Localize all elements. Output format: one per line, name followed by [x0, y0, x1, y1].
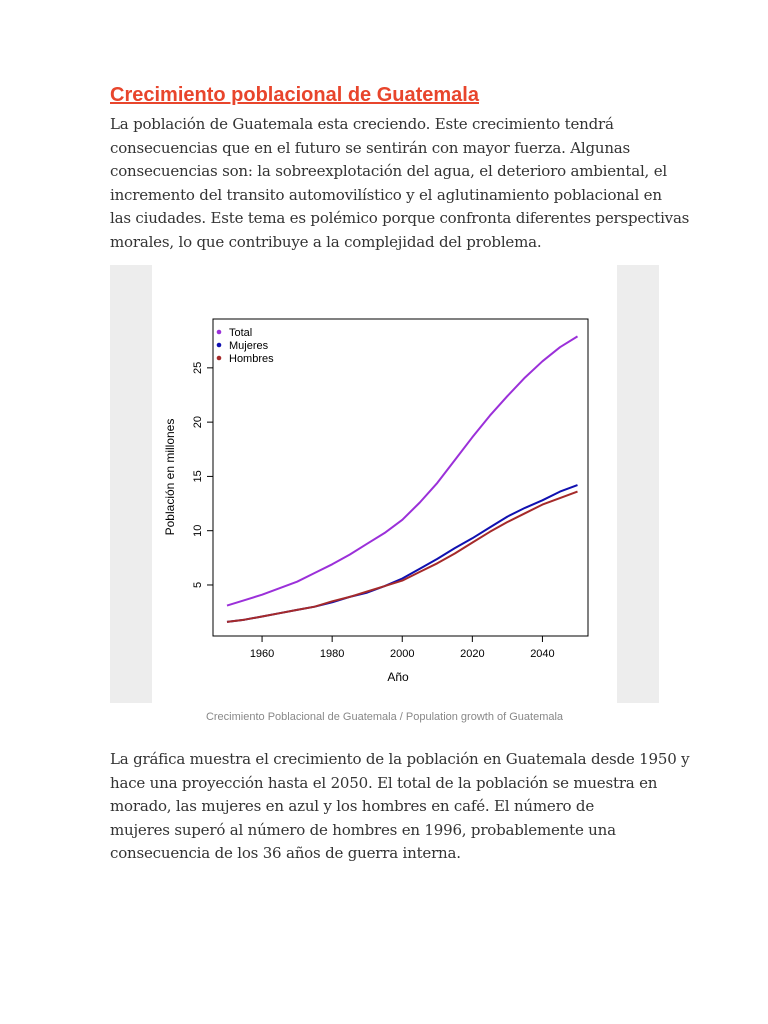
legend-label: Mujeres — [229, 340, 269, 352]
intro-line: las ciudades. Este tema es polémico porq… — [110, 209, 690, 227]
plot-frame — [212, 318, 589, 637]
x-tick-label: 2020 — [460, 648, 484, 660]
y-axis: 5 10 15 20 25 — [192, 362, 213, 588]
series-line-mujeres — [226, 484, 578, 623]
y-axis-label: Población en millones — [163, 419, 177, 536]
body-line: consecuencia de los 36 años de guerra in… — [110, 844, 461, 862]
x-tick-label: 2040 — [530, 648, 554, 660]
body-paragraph: La gráfica muestra el crecimiento de la … — [110, 748, 690, 866]
y-tick-label: 25 — [192, 362, 204, 374]
x-tick-label: 2000 — [390, 648, 414, 660]
legend-marker — [216, 329, 222, 335]
intro-line: consecuencias son: la sobreexplotación d… — [110, 162, 667, 180]
article-title[interactable]: Crecimiento poblacional de Guatemala — [110, 84, 479, 106]
y-tick-label: 10 — [192, 525, 204, 537]
intro-line: consecuencias que en el futuro se sentir… — [110, 138, 631, 157]
intro-paragraph: La población de Guatemala esta creciendo… — [110, 113, 690, 254]
figure-panel — [152, 265, 617, 703]
y-tick-label: 15 — [192, 470, 204, 482]
y-tick-label: 5 — [192, 582, 204, 588]
legend-label: Hombres — [229, 353, 274, 365]
series-line-total — [226, 335, 579, 607]
legend-marker — [216, 342, 222, 348]
x-tick-label: 1960 — [250, 648, 274, 660]
y-tick-label: 20 — [192, 416, 204, 428]
body-line: mujeres superó al número de hombres en 1… — [110, 820, 616, 839]
legend-marker — [216, 355, 222, 361]
legend-label: Total — [229, 327, 252, 339]
body-line: morado, las mujeres en azul y los hombre… — [110, 797, 595, 815]
intro-line: morales, lo que contribuye a la compleji… — [110, 232, 542, 251]
series-lines — [226, 335, 579, 623]
x-axis: 1960 1980 2000 2020 2040 — [250, 636, 555, 660]
intro-line: La población de Guatemala esta creciendo… — [110, 115, 614, 133]
series-line-hombres — [226, 490, 578, 623]
x-tick-label: 1980 — [320, 648, 344, 660]
body-line: La gráfica muestra el crecimiento de la … — [110, 750, 690, 768]
population-chart: 1960 1980 2000 2020 2040 5 10 15 20 25 TotalMuje… — [163, 318, 589, 684]
figure-caption: Crecimiento Poblacional de Guatemala / P… — [205, 711, 564, 723]
intro-line: incremento del transito automovilístico … — [110, 185, 662, 204]
body-line: hace una proyección hasta el 2050. El to… — [110, 773, 658, 792]
x-axis-label: Año — [387, 670, 409, 684]
